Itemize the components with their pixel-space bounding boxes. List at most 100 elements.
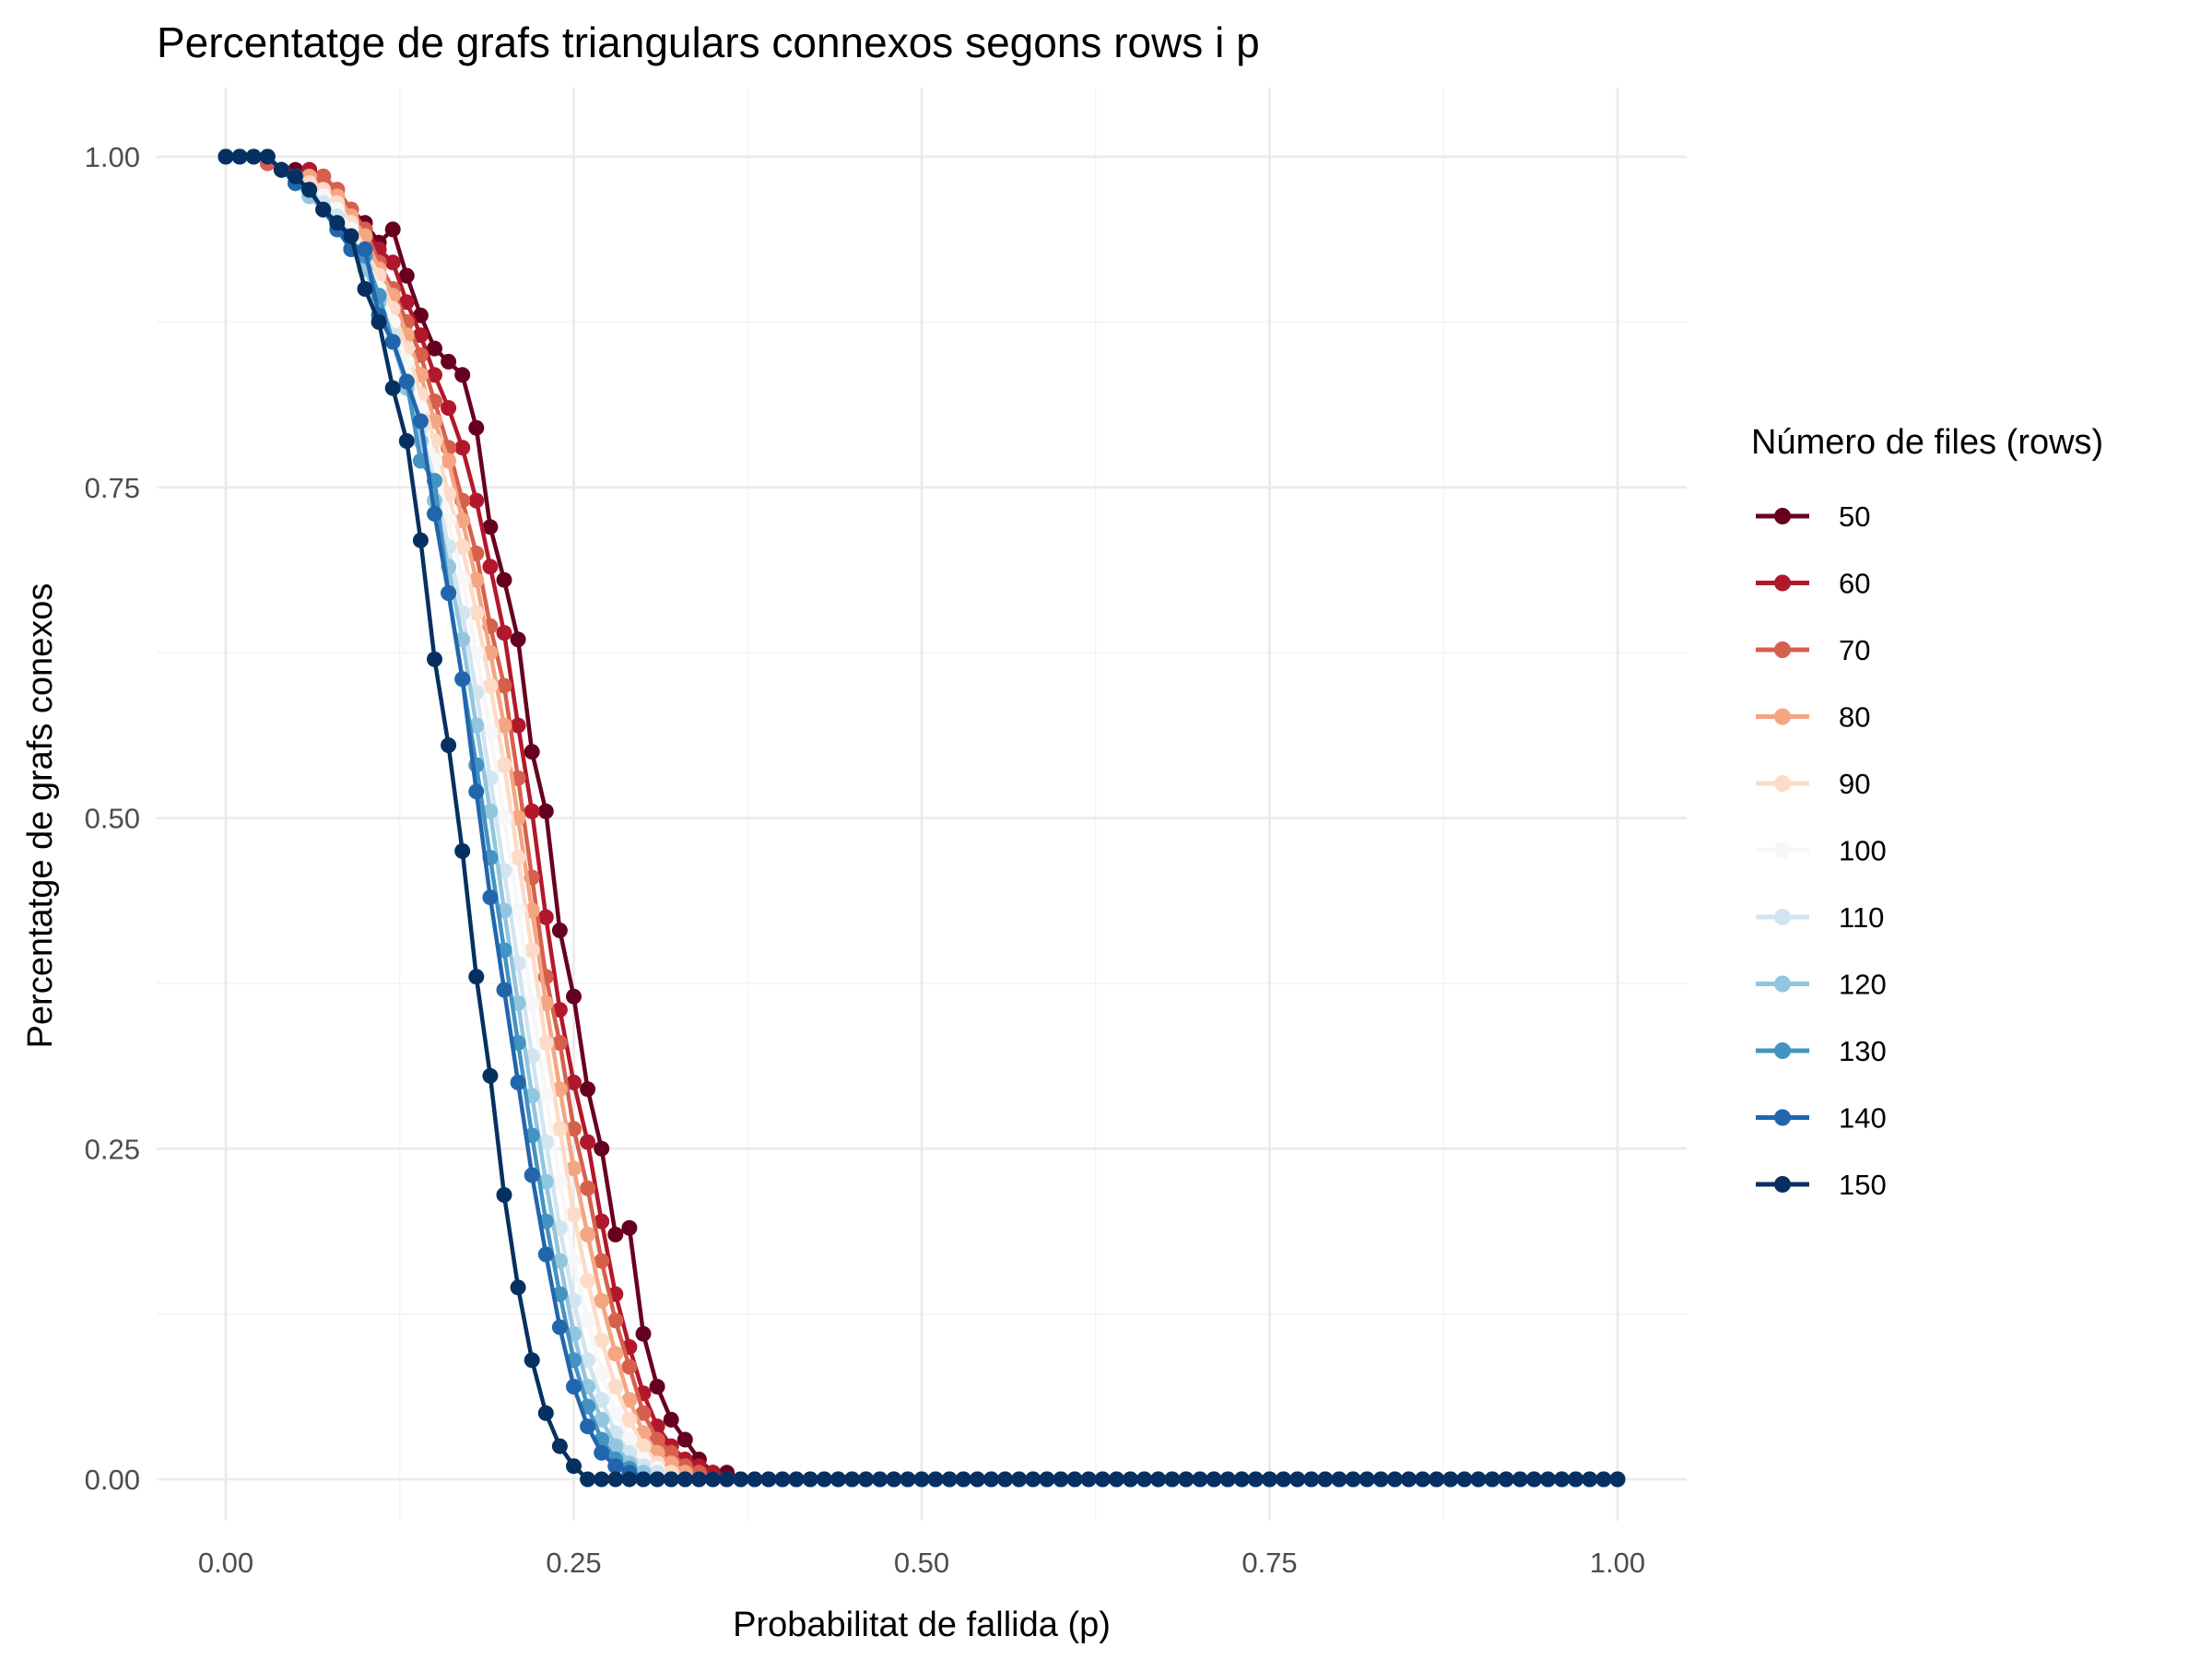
legend-key-point bbox=[1774, 775, 1791, 792]
data-point bbox=[398, 267, 415, 284]
data-point bbox=[635, 1471, 652, 1488]
data-point bbox=[1554, 1471, 1571, 1488]
legend-key-point bbox=[1774, 975, 1791, 993]
data-point bbox=[1150, 1471, 1167, 1488]
data-point bbox=[969, 1471, 985, 1488]
data-point bbox=[412, 307, 429, 324]
legend-label: 90 bbox=[1839, 768, 1870, 800]
data-point bbox=[844, 1471, 860, 1488]
legend-key-point bbox=[1774, 641, 1791, 658]
data-point bbox=[788, 1471, 805, 1488]
legend-key-point bbox=[1774, 1042, 1791, 1059]
data-point bbox=[1484, 1471, 1500, 1488]
legend-key-point bbox=[1774, 1109, 1791, 1126]
data-point bbox=[273, 161, 289, 178]
data-point bbox=[427, 340, 442, 357]
data-point bbox=[398, 373, 415, 390]
legend-key-point bbox=[1774, 708, 1791, 725]
data-point bbox=[1512, 1471, 1528, 1488]
legend-item-80: 80 bbox=[1756, 701, 1870, 734]
data-point bbox=[872, 1471, 888, 1488]
data-point bbox=[315, 169, 332, 184]
data-point bbox=[997, 1471, 1014, 1488]
data-point bbox=[580, 1418, 596, 1435]
data-point bbox=[1178, 1471, 1194, 1488]
legend-label: 130 bbox=[1839, 1035, 1887, 1067]
legend-label: 70 bbox=[1839, 634, 1870, 666]
data-point bbox=[1540, 1471, 1556, 1488]
y-tick-label: 0.50 bbox=[85, 803, 140, 835]
data-point bbox=[510, 1075, 526, 1090]
data-point bbox=[412, 532, 429, 548]
data-point bbox=[384, 254, 401, 271]
x-tick-label: 0.50 bbox=[894, 1547, 949, 1579]
legend-item-100: 100 bbox=[1756, 835, 1887, 867]
data-point bbox=[398, 433, 415, 449]
data-point bbox=[496, 982, 512, 998]
data-point bbox=[482, 519, 499, 535]
data-point bbox=[621, 1411, 638, 1428]
legend-item-50: 50 bbox=[1756, 500, 1870, 533]
data-point bbox=[733, 1471, 749, 1488]
data-point bbox=[231, 148, 248, 165]
data-point bbox=[1595, 1471, 1612, 1488]
data-point bbox=[510, 1279, 526, 1296]
data-point bbox=[259, 148, 276, 165]
legend-key-point bbox=[1774, 1176, 1791, 1193]
data-point bbox=[1609, 1471, 1626, 1488]
x-axis-ticks: 0.00 0.25 0.50 0.75 1.00 bbox=[198, 1547, 1645, 1579]
data-point bbox=[537, 1246, 554, 1263]
data-point bbox=[1080, 1471, 1097, 1488]
data-point bbox=[816, 1471, 832, 1488]
data-point bbox=[482, 889, 499, 906]
data-point bbox=[551, 1035, 568, 1051]
legend-item-140: 140 bbox=[1756, 1102, 1887, 1135]
data-point bbox=[468, 605, 485, 621]
data-point bbox=[580, 1227, 596, 1242]
x-tick-label: 1.00 bbox=[1590, 1547, 1645, 1579]
data-point bbox=[830, 1471, 846, 1488]
data-point bbox=[580, 1471, 596, 1488]
data-point bbox=[454, 842, 471, 859]
data-point bbox=[1456, 1471, 1473, 1488]
data-point bbox=[218, 148, 234, 165]
data-point bbox=[1429, 1471, 1445, 1488]
data-point bbox=[1372, 1471, 1389, 1488]
data-point bbox=[496, 677, 512, 694]
data-point bbox=[537, 1035, 554, 1051]
data-point bbox=[1442, 1471, 1459, 1488]
data-point bbox=[1498, 1471, 1514, 1488]
data-point bbox=[1525, 1471, 1542, 1488]
data-point bbox=[1108, 1471, 1124, 1488]
data-point bbox=[510, 717, 526, 734]
data-point bbox=[760, 1471, 777, 1488]
data-point bbox=[468, 571, 485, 588]
data-point bbox=[955, 1471, 971, 1488]
data-point bbox=[607, 1405, 624, 1421]
data-point bbox=[427, 367, 442, 383]
data-point bbox=[635, 1405, 652, 1421]
data-point bbox=[551, 1319, 568, 1335]
y-axis-title: Percentatge de grafs conexos bbox=[21, 583, 60, 1049]
data-point bbox=[1053, 1471, 1069, 1488]
y-tick-label: 0.75 bbox=[85, 472, 140, 504]
data-point bbox=[412, 413, 429, 429]
legend-item-90: 90 bbox=[1756, 768, 1870, 800]
data-point bbox=[1401, 1471, 1417, 1488]
x-tick-label: 0.75 bbox=[1241, 1547, 1297, 1579]
data-point bbox=[580, 1134, 596, 1150]
data-point bbox=[1206, 1471, 1222, 1488]
data-point bbox=[580, 1312, 596, 1329]
data-point bbox=[927, 1471, 944, 1488]
data-point bbox=[454, 538, 471, 555]
data-point bbox=[858, 1471, 875, 1488]
data-point bbox=[747, 1471, 763, 1488]
data-point bbox=[1164, 1471, 1181, 1488]
data-point bbox=[802, 1471, 818, 1488]
chart-title: Percentatge de grafs triangulars connexo… bbox=[157, 18, 1260, 66]
data-point bbox=[1025, 1471, 1041, 1488]
data-point bbox=[1359, 1471, 1375, 1488]
data-point bbox=[482, 559, 499, 575]
data-point bbox=[537, 803, 554, 819]
